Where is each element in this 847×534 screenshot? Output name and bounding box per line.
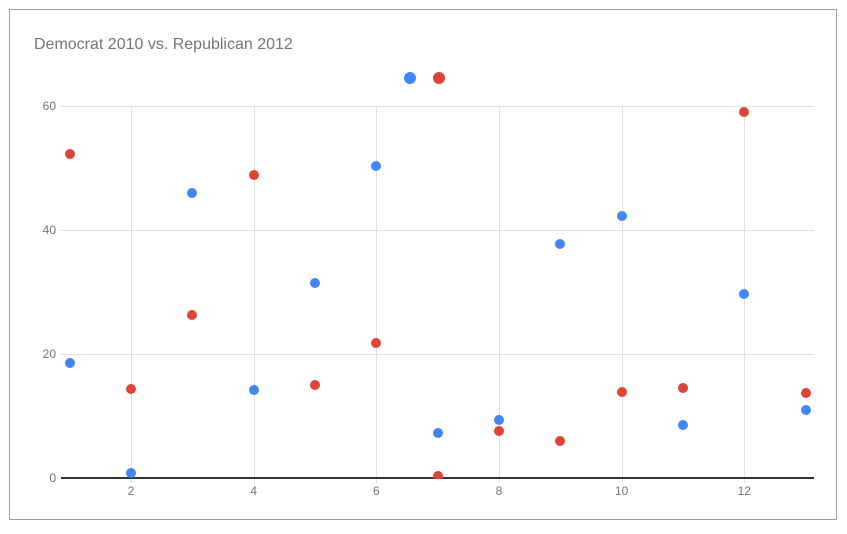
data-point[interactable] — [309, 380, 320, 391]
data-point[interactable] — [126, 467, 136, 478]
data-point[interactable] — [432, 470, 443, 479]
gridline-vertical — [498, 106, 500, 483]
y-tick-label: 60 — [42, 99, 56, 113]
data-point-layer — [10, 10, 838, 479]
x-tick-label: 2 — [127, 484, 135, 498]
data-point[interactable] — [64, 358, 75, 369]
data-point[interactable] — [309, 277, 320, 288]
data-point[interactable] — [555, 238, 566, 249]
data-point[interactable] — [800, 404, 811, 415]
plot-area: 2 4 6 8 10 12 0 20 40 60 — [10, 10, 838, 521]
x-tick-label: 8 — [495, 484, 503, 498]
x-tick-label: 6 — [372, 484, 380, 498]
gridline-vertical — [131, 106, 132, 483]
data-point[interactable] — [187, 310, 198, 321]
data-point[interactable] — [739, 107, 750, 118]
gridline-vertical — [253, 106, 255, 483]
y-tick-label: 20 — [42, 347, 56, 361]
data-point[interactable] — [677, 420, 688, 431]
data-point[interactable] — [433, 72, 446, 85]
data-point[interactable] — [493, 426, 504, 437]
data-point[interactable] — [800, 387, 811, 398]
data-point[interactable] — [616, 210, 627, 221]
x-tick-label: 12 — [737, 484, 751, 498]
data-point[interactable] — [493, 415, 504, 426]
data-point[interactable] — [248, 384, 259, 395]
data-point[interactable] — [739, 288, 750, 299]
x-tick-label: 10 — [614, 484, 629, 498]
data-point[interactable] — [371, 161, 382, 172]
data-point[interactable] — [126, 384, 136, 395]
data-point[interactable] — [677, 382, 688, 393]
chart-card: Democrat 2010 vs. Republican 2012 2 4 6 8 10… — [9, 9, 837, 520]
y-tick-label: 40 — [42, 223, 56, 237]
chart-title: Democrat 2010 vs. Republican 2012 — [34, 36, 293, 53]
gridline-horizontal — [61, 106, 814, 107]
x-tick-label: 4 — [250, 484, 257, 498]
gridline-vertical — [621, 106, 623, 483]
data-point[interactable] — [404, 72, 417, 85]
gridline-horizontal — [61, 230, 814, 231]
gridline-vertical — [376, 106, 378, 483]
data-point[interactable] — [248, 169, 259, 180]
data-point[interactable] — [616, 387, 627, 398]
data-point[interactable] — [64, 148, 75, 159]
data-point[interactable] — [432, 428, 443, 439]
gridline-horizontal — [61, 354, 814, 355]
y-tick-label: 0 — [49, 471, 56, 485]
data-point[interactable] — [555, 436, 566, 447]
data-point[interactable] — [371, 338, 382, 349]
data-point[interactable] — [187, 187, 198, 198]
